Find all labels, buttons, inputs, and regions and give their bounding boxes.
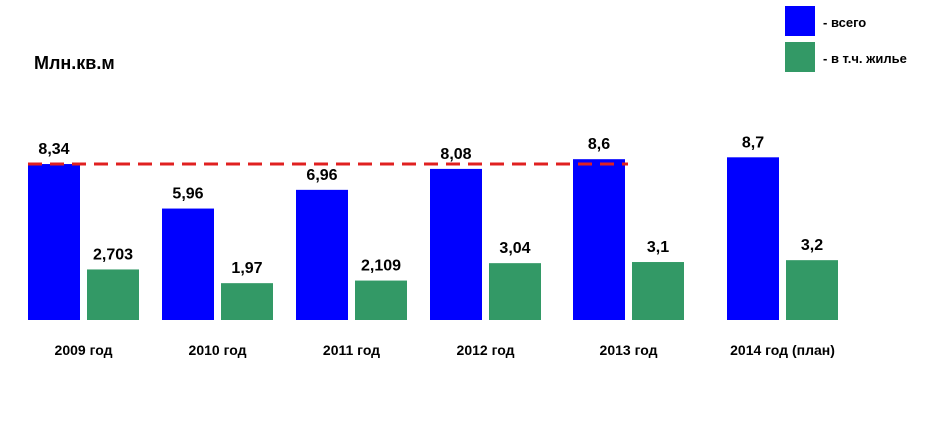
bar-total-1 [162, 208, 214, 320]
bar-total-2 [296, 189, 348, 320]
value-label-housing-3: 3,04 [499, 240, 530, 257]
legend-label-0: - всего [823, 15, 866, 30]
value-label-housing-0: 2,703 [93, 246, 133, 263]
value-label-total-5: 8,7 [742, 134, 764, 151]
value-label-total-1: 5,96 [172, 186, 203, 203]
legend-swatch-1 [785, 42, 815, 72]
legend-swatch-0 [785, 6, 815, 36]
value-label-housing-1: 1,97 [231, 260, 262, 277]
bar-total-0 [28, 164, 80, 320]
value-label-housing-5: 3,2 [801, 237, 823, 254]
category-label-4: 2013 год [600, 342, 658, 358]
legend: - всего - в т.ч. жилье [785, 6, 907, 72]
category-labels-group: 2009 год 2010 год 2011 год 2012 год 2013 год… [55, 342, 835, 358]
bar-housing-1 [221, 283, 273, 320]
value-label-housing-2: 2,109 [361, 258, 401, 275]
value-label-housing-4: 3,1 [647, 239, 669, 256]
category-label-3: 2012 год [457, 342, 515, 358]
value-label-total-2: 6,96 [306, 167, 337, 184]
value-label-total-4: 8,6 [588, 136, 610, 153]
value-labels-group: 8,34 2,703 5,96 1,97 6,96 2,109 8,08 3,04 8,6 3,1… [38, 134, 823, 277]
bar-total-5 [727, 157, 779, 320]
category-label-1: 2010 год [189, 342, 247, 358]
bar-housing-2 [355, 280, 407, 320]
bar-total-4 [573, 159, 625, 320]
value-label-total-0: 8,34 [38, 141, 69, 158]
category-label-5: 2014 год (план) [730, 342, 835, 358]
unit-label: Млн.кв.м [34, 53, 115, 73]
bar-housing-5 [786, 260, 838, 320]
category-label-2: 2011 год [323, 342, 380, 358]
category-label-0: 2009 год [55, 342, 113, 358]
bar-housing-3 [489, 263, 541, 320]
legend-label-1: - в т.ч. жилье [823, 51, 907, 66]
bar-housing-4 [632, 262, 684, 320]
bar-housing-0 [87, 269, 139, 320]
bars-group [28, 157, 838, 320]
bar-total-3 [430, 168, 482, 320]
value-label-total-3: 8,08 [440, 146, 471, 163]
